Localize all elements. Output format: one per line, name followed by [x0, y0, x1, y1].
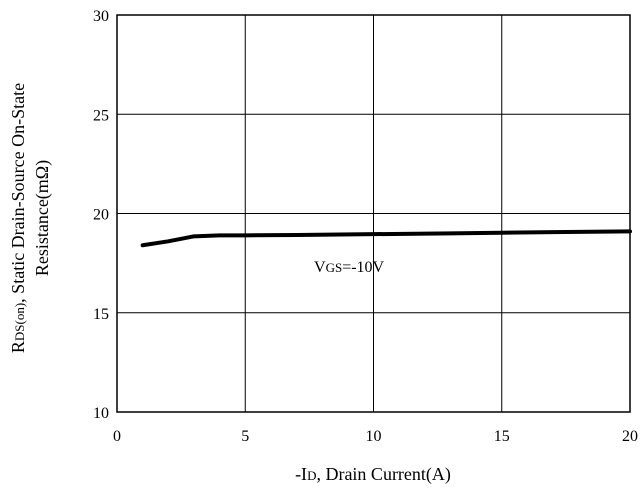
- y-axis-title-main: R: [8, 341, 28, 353]
- x-axis-title-rest: , Drain Current(A): [316, 464, 450, 485]
- grid-lines: [116, 14, 631, 413]
- x-tick-label: 20: [622, 428, 638, 445]
- y-axis-title-sub: DS(on): [12, 303, 27, 341]
- y-tick-label: 10: [93, 405, 109, 422]
- y-tick-label: 30: [93, 8, 109, 25]
- annotation-main: V: [314, 259, 326, 276]
- y-tick-label: 25: [93, 107, 109, 124]
- vgs-annotation: VGS=-10V: [314, 259, 385, 276]
- y-tick-label: 15: [93, 306, 109, 323]
- x-axis-title: -ID, Drain Current(A): [295, 464, 451, 485]
- series-line: [140, 229, 632, 248]
- y-tick-label: 20: [93, 207, 109, 224]
- x-axis-title-sub: D: [307, 468, 316, 483]
- x-tick-label: 5: [241, 428, 249, 445]
- x-tick-label: 10: [366, 428, 382, 445]
- x-axis-title-prefix: -I: [295, 464, 307, 484]
- x-tick-label: 0: [113, 428, 121, 445]
- plot-frame: [116, 14, 631, 413]
- annotation-rest: =-10V: [342, 259, 384, 276]
- x-tick-label: 15: [494, 428, 510, 445]
- y-tick-labels: 10 15 20 25 30: [93, 8, 109, 422]
- y-axis-title-rest: , Static Drain-Source On-State: [8, 83, 28, 303]
- annotation-sub: GS: [326, 260, 343, 275]
- x-tick-labels: 0 5 10 15 20: [113, 428, 638, 445]
- y-axis-title-line1: RDS(on), Static Drain-Source On-State: [8, 83, 28, 353]
- y-axis-title-line2: Resistance(mΩ): [32, 160, 53, 276]
